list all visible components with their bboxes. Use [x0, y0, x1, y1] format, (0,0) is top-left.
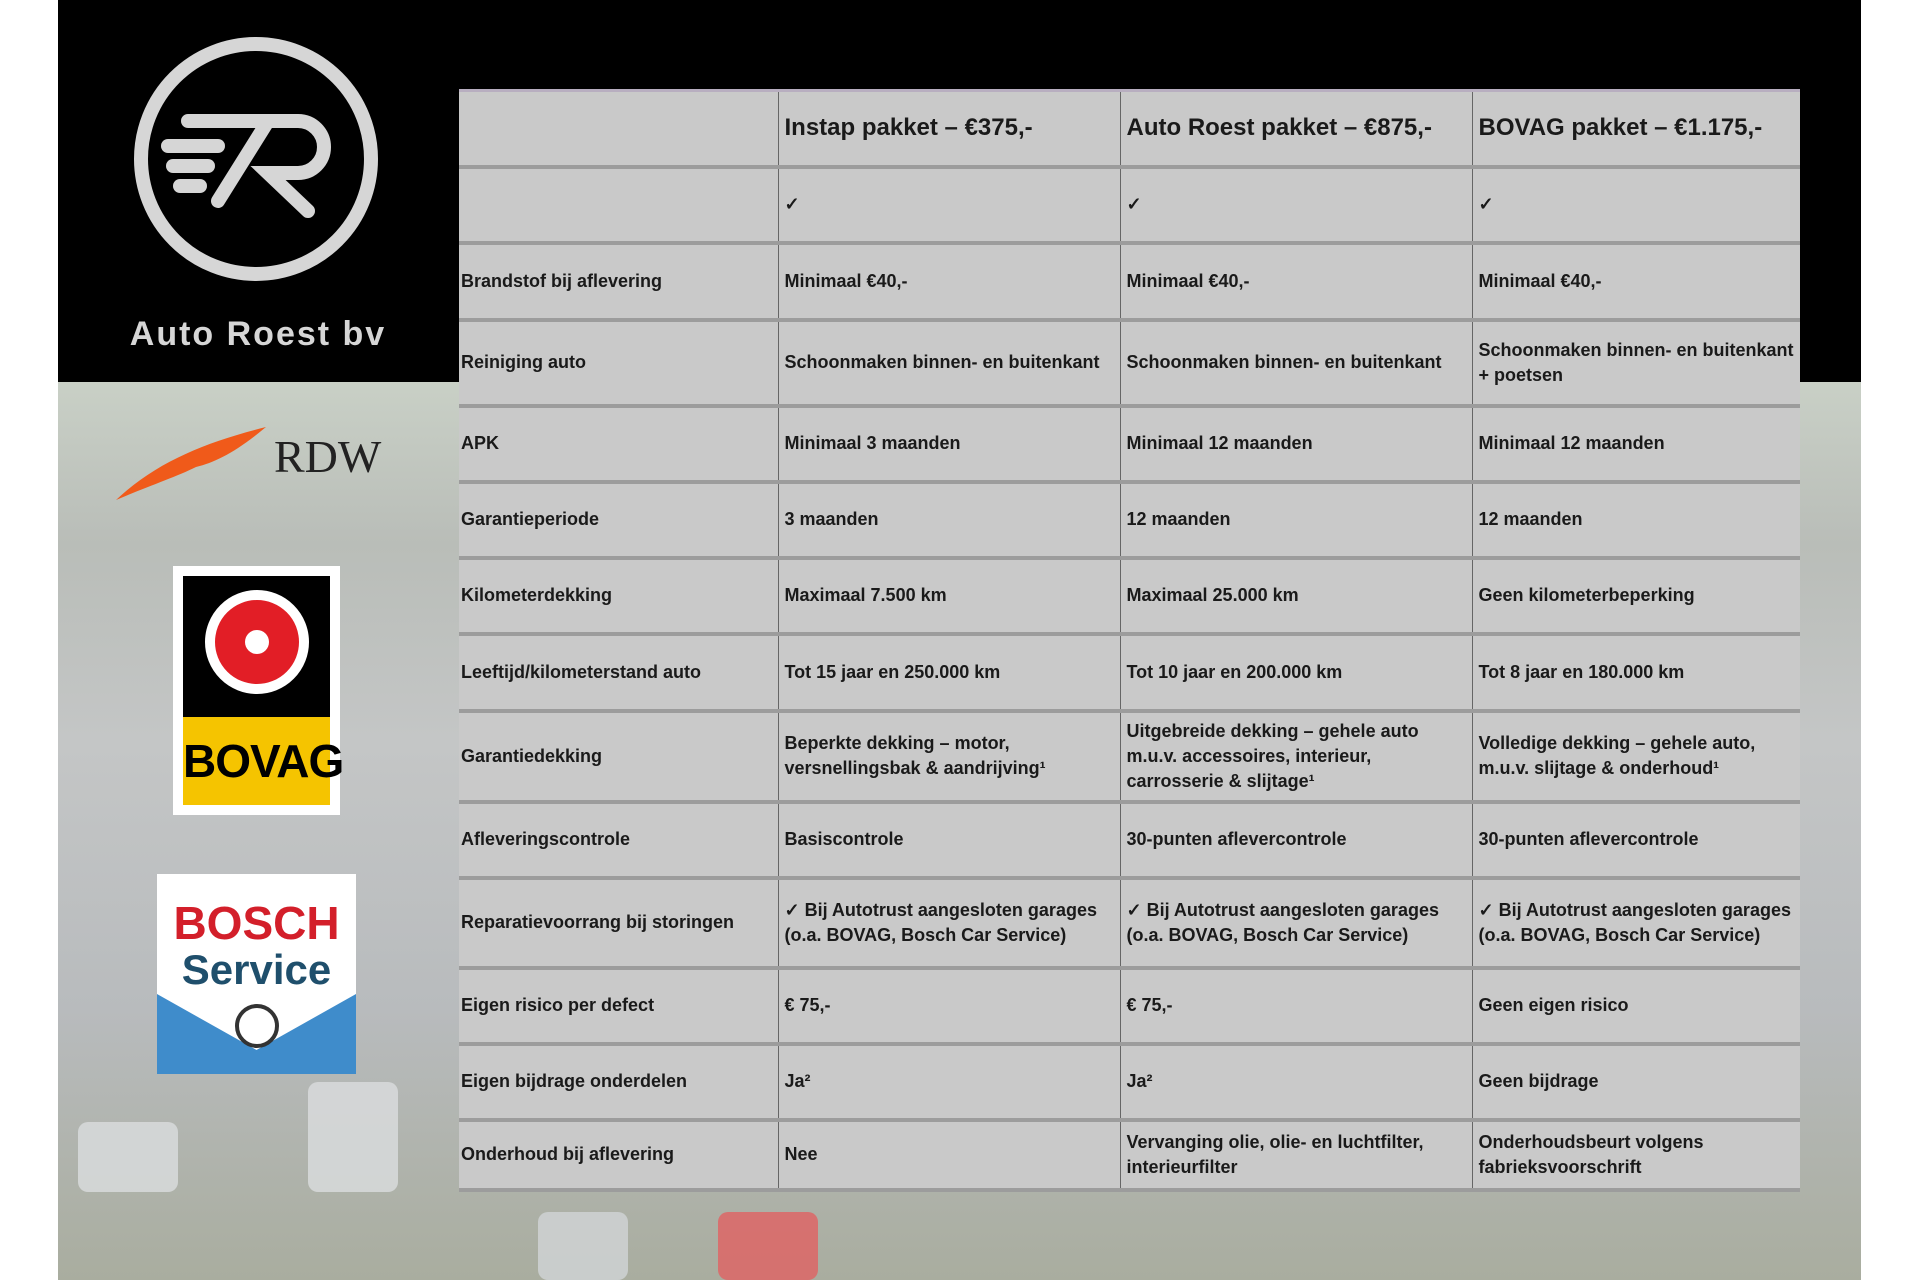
row-label: Reiniging auto: [459, 319, 778, 408]
row-label: Garantieperiode: [459, 481, 778, 560]
table-cell: Geen kilometerbeperking: [1471, 557, 1800, 636]
table-cell: Ja²: [1119, 1043, 1472, 1122]
service-logo-text: Service: [181, 946, 332, 993]
table-cell: Beperkte dekking – motor, versnellingsba…: [777, 710, 1120, 804]
bovag-logo: BOVAG: [173, 566, 344, 815]
table-cell: Minimaal 12 maanden: [1119, 405, 1472, 484]
table-row: Reiniging auto Schoonmaken binnen- en bui…: [459, 319, 1800, 408]
header-auto-roest: Auto Roest pakket – €875,-: [1119, 90, 1472, 169]
table-cell: ✓: [777, 166, 1120, 245]
table-cell: Minimaal €40,-: [1119, 242, 1472, 322]
table-cell: Minimaal €40,-: [777, 242, 1120, 322]
table-cell: Schoonmaken binnen- en buitenkant: [1119, 319, 1472, 408]
table-row: Kilometerdekking Maximaal 7.500 km Maximaa…: [459, 557, 1800, 636]
header-cell: [459, 90, 778, 169]
row-label: Onderhoud bij aflevering: [459, 1119, 778, 1192]
package-comparison-table: Instap pakket – €375,- Auto Roest pakket…: [459, 89, 1800, 1192]
table-cell: ✓ Bij Autotrust aangesloten garages (o.a…: [1119, 877, 1472, 970]
table-row: ✓ ✓ ✓: [459, 166, 1800, 245]
row-label: Kilometerdekking: [459, 557, 778, 636]
table-cell: Maximaal 25.000 km: [1119, 557, 1472, 636]
row-label: Garantiedekking: [459, 710, 778, 804]
table-row: APK Minimaal 3 maanden Minimaal 12 maanden…: [459, 405, 1800, 484]
table-cell: Tot 8 jaar en 180.000 km: [1471, 633, 1800, 713]
table-cell: Volledige dekking – gehele auto, m.u.v. …: [1471, 710, 1800, 804]
table-cell: ✓ Bij Autotrust aangesloten garages (o.a…: [1471, 877, 1800, 970]
table-cell: Tot 10 jaar en 200.000 km: [1119, 633, 1472, 713]
table-row: Eigen bijdrage onderdelen Ja² Ja² Geen bijd…: [459, 1043, 1800, 1122]
table-cell: Vervanging olie, olie- en luchtfilter, i…: [1119, 1119, 1472, 1192]
table-cell: Ja²: [777, 1043, 1120, 1122]
table-cell: 30-punten aflevercontrole: [1471, 801, 1800, 880]
header-instap: Instap pakket – €375,-: [777, 90, 1120, 169]
row-label: Eigen risico per defect: [459, 967, 778, 1046]
bovag-logo-text: BOVAG: [183, 717, 344, 805]
table-cell: Minimaal 12 maanden: [1471, 405, 1800, 484]
auto-roest-logo: [134, 37, 378, 281]
table-cell: € 75,-: [777, 967, 1120, 1046]
table-header-row: Instap pakket – €375,- Auto Roest pakket…: [459, 90, 1800, 169]
bosch-armature-icon: [235, 1004, 279, 1048]
table-row: Garantiedekking Beperkte dekking – motor,…: [459, 710, 1800, 804]
table-cell: Schoonmaken binnen- en buitenkant + poet…: [1471, 319, 1800, 408]
table-row: Afleveringscontrole Basiscontrole 30-punte…: [459, 801, 1800, 880]
table-cell: 12 maanden: [1471, 481, 1800, 560]
row-label: APK: [459, 405, 778, 484]
table-cell: Minimaal 3 maanden: [777, 405, 1120, 484]
bosch-logo-text: BOSCH: [173, 897, 340, 949]
table-row: Reparatievoorrang bij storingen ✓ Bij Aut…: [459, 877, 1800, 970]
table-cell: Minimaal €40,-: [1471, 242, 1800, 322]
bosch-service-logo: BOSCH Service: [157, 874, 356, 1074]
table-cell: Maximaal 7.500 km: [777, 557, 1120, 636]
table-cell: 3 maanden: [777, 481, 1120, 560]
brand-name: Auto Roest bv: [129, 315, 387, 353]
table-row: Onderhoud bij aflevering Nee Vervanging ol…: [459, 1119, 1800, 1192]
table-cell: € 75,-: [1119, 967, 1472, 1046]
row-label: Brandstof bij aflevering: [459, 242, 778, 322]
table-row: Leeftijd/kilometerstand auto Tot 15 jaar …: [459, 633, 1800, 713]
table-row: Brandstof bij aflevering Minimaal €40,- Mi…: [459, 242, 1800, 322]
table-cell: Geen bijdrage: [1471, 1043, 1800, 1122]
table-cell: Uitgebreide dekking – gehele auto m.u.v.…: [1119, 710, 1472, 804]
table-cell: ✓: [1119, 166, 1472, 245]
table-cell: Basiscontrole: [777, 801, 1120, 880]
row-label: Leeftijd/kilometerstand auto: [459, 633, 778, 713]
header-bovag: BOVAG pakket – €1.175,-: [1471, 90, 1800, 169]
table-row: Garantieperiode 3 maanden 12 maanden 12 maa…: [459, 481, 1800, 560]
row-label: [459, 166, 778, 245]
row-label: Reparatievoorrang bij storingen: [459, 877, 778, 970]
table-cell: Schoonmaken binnen- en buitenkant: [777, 319, 1120, 408]
rdw-logo: RDW: [116, 422, 394, 502]
rdw-logo-text: RDW: [274, 431, 382, 482]
table-cell: ✓ Bij Autotrust aangesloten garages (o.a…: [777, 877, 1120, 970]
table-cell: Nee: [777, 1119, 1120, 1192]
table-cell: Tot 15 jaar en 250.000 km: [777, 633, 1120, 713]
table-row: Eigen risico per defect € 75,- € 75,- Geen …: [459, 967, 1800, 1046]
row-label: Afleveringscontrole: [459, 801, 778, 880]
table-cell: Geen eigen risico: [1471, 967, 1800, 1046]
table-cell: Onderhoudsbeurt volgens fabrieksvoorschr…: [1471, 1119, 1800, 1192]
table-cell: 12 maanden: [1119, 481, 1472, 560]
row-label: Eigen bijdrage onderdelen: [459, 1043, 778, 1122]
table-cell: ✓: [1471, 166, 1800, 245]
table-cell: 30-punten aflevercontrole: [1119, 801, 1472, 880]
